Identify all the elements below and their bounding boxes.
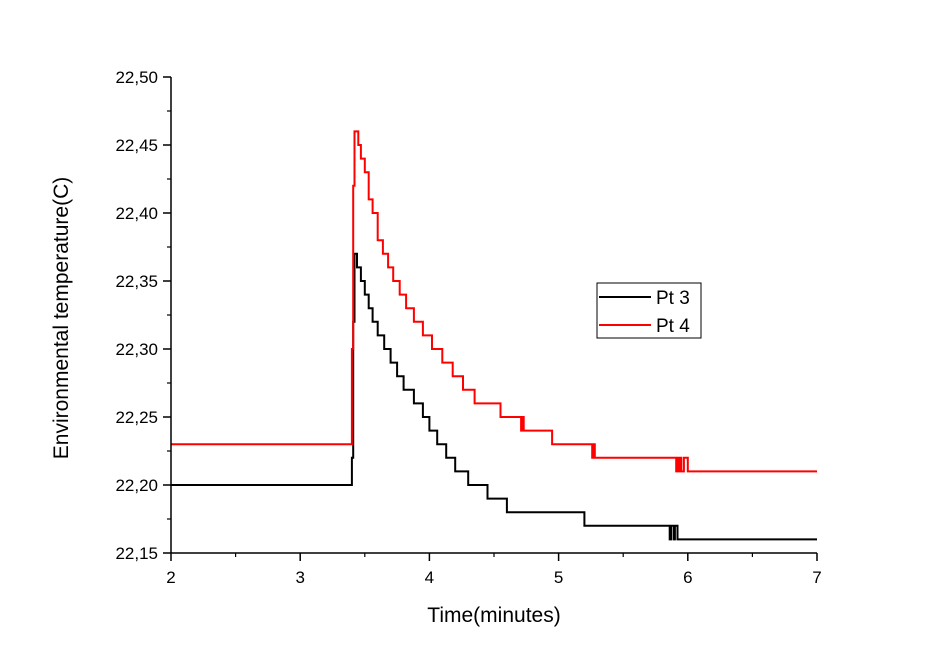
series-line-1 [171,252,817,541]
legend-label-1: Pt 3 [656,288,690,309]
y-tick-label: 22,35 [115,272,158,291]
y-tick-label: 22,45 [115,136,158,155]
legend-label-2: Pt 4 [656,316,690,337]
y-tick-label: 22,40 [115,204,158,223]
x-tick-label: 7 [812,568,821,587]
y-tick-label: 22,25 [115,408,158,427]
x-tick-label: 6 [683,568,692,587]
axes-layer: 2 3 4 5 6 7 22,15 22,20 22,25 22,30 22,35 22,40 22,4… [115,68,821,587]
x-tick-label: 2 [166,568,175,587]
x-tick-label: 5 [554,568,563,587]
x-axis-title: Time(minutes) [427,604,560,627]
x-tick-label: 4 [425,568,434,587]
y-tick-label: 22,15 [115,544,158,563]
legend: Pt 3 Pt 4 [596,282,702,339]
y-axis-title: Environmental temperature(C) [50,177,73,459]
y-tick-label: 22,50 [115,68,158,87]
x-tick-label: 3 [295,568,304,587]
series-layer [171,130,817,541]
legend-box [596,282,702,339]
y-tick-label: 22,30 [115,340,158,359]
y-tick-label: 22,20 [115,476,158,495]
series-line-2 [171,130,817,473]
